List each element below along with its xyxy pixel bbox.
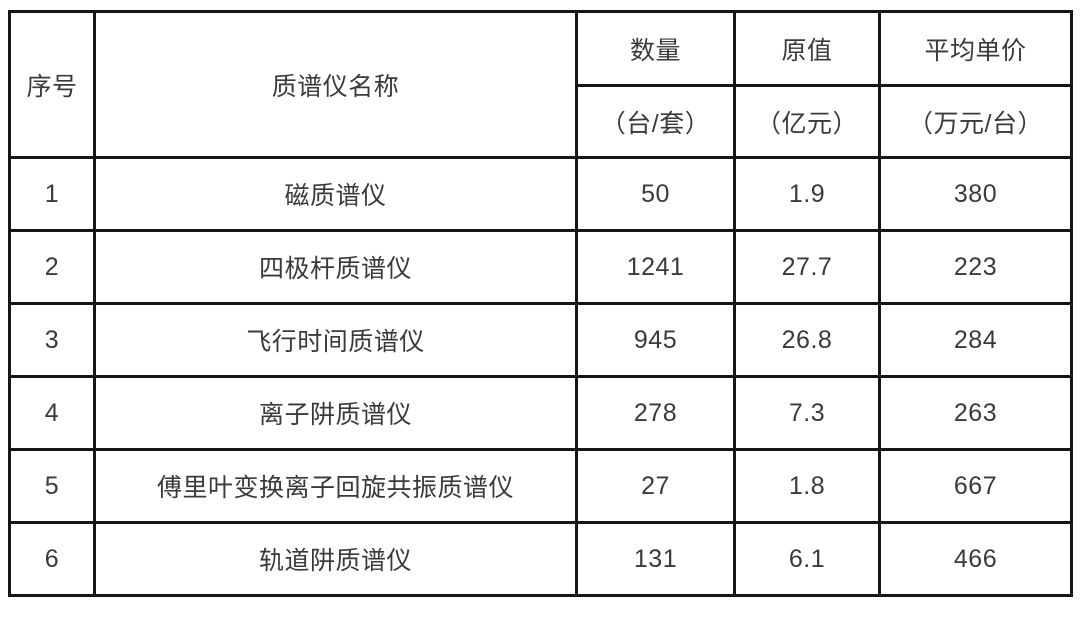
cell-original-value: 1.8: [733, 448, 881, 524]
cell-quantity: 278: [575, 375, 736, 451]
cell-index: 4: [8, 375, 96, 451]
cell-avg-price: 223: [878, 229, 1073, 305]
cell-name: 轨道阱质谱仪: [93, 521, 578, 597]
header-row-units: （台/套） （亿元） （万元/台）: [10, 84, 1073, 159]
cell-quantity: 1241: [575, 229, 736, 305]
mass-spectrometer-table: 序号 质谱仪名称 数量 原值 平均单价 （台/套） （亿元） （万元/台） 1 …: [8, 10, 1073, 597]
cell-original-value: 7.3: [733, 375, 881, 451]
header-cell-quantity-unit: （台/套）: [575, 84, 736, 159]
header-cell-avg-price-unit: （万元/台）: [878, 84, 1073, 159]
table-row: 1 磁质谱仪 50 1.9 380: [8, 156, 1073, 232]
table-header: 序号 质谱仪名称 数量 原值 平均单价 （台/套） （亿元） （万元/台）: [8, 10, 1073, 159]
table-row: 3 飞行时间质谱仪 945 26.8 284: [8, 302, 1073, 378]
cell-quantity: 945: [575, 302, 736, 378]
cell-index: 5: [8, 448, 96, 524]
header-cell-avg-price: 平均单价: [878, 10, 1073, 87]
header-cell-quantity: 数量: [575, 10, 736, 87]
cell-original-value: 6.1: [733, 521, 881, 597]
cell-original-value: 26.8: [733, 302, 881, 378]
cell-index: 2: [8, 229, 96, 305]
cell-name: 离子阱质谱仪: [93, 375, 578, 451]
header-cell-original-value-unit: （亿元）: [733, 84, 881, 159]
cell-name: 傅里叶变换离子回旋共振质谱仪: [93, 448, 578, 524]
header-cell-original-value: 原值: [733, 10, 881, 87]
cell-index: 1: [8, 156, 96, 232]
cell-original-value: 1.9: [733, 156, 881, 232]
cell-index: 3: [8, 302, 96, 378]
cell-index: 6: [8, 521, 96, 597]
header-cell-name: 质谱仪名称: [93, 10, 578, 159]
cell-avg-price: 263: [878, 375, 1073, 451]
table-row: 5 傅里叶变换离子回旋共振质谱仪 27 1.8 667: [8, 448, 1073, 524]
cell-avg-price: 380: [878, 156, 1073, 232]
table-row: 6 轨道阱质谱仪 131 6.1 466: [8, 521, 1073, 597]
cell-original-value: 27.7: [733, 229, 881, 305]
cell-name: 四极杆质谱仪: [93, 229, 578, 305]
cell-quantity: 131: [575, 521, 736, 597]
table-body: 1 磁质谱仪 50 1.9 380 2 四极杆质谱仪 1241 27.7 223…: [8, 156, 1073, 597]
cell-name: 飞行时间质谱仪: [93, 302, 578, 378]
table-row: 4 离子阱质谱仪 278 7.3 263: [8, 375, 1073, 451]
cell-quantity: 27: [575, 448, 736, 524]
cell-name: 磁质谱仪: [93, 156, 578, 232]
cell-avg-price: 284: [878, 302, 1073, 378]
cell-avg-price: 466: [878, 521, 1073, 597]
header-cell-index: 序号: [8, 10, 96, 159]
cell-avg-price: 667: [878, 448, 1073, 524]
header-row-labels: 序号 质谱仪名称 数量 原值 平均单价: [8, 10, 1073, 159]
table-row: 2 四极杆质谱仪 1241 27.7 223: [8, 229, 1073, 305]
cell-quantity: 50: [575, 156, 736, 232]
